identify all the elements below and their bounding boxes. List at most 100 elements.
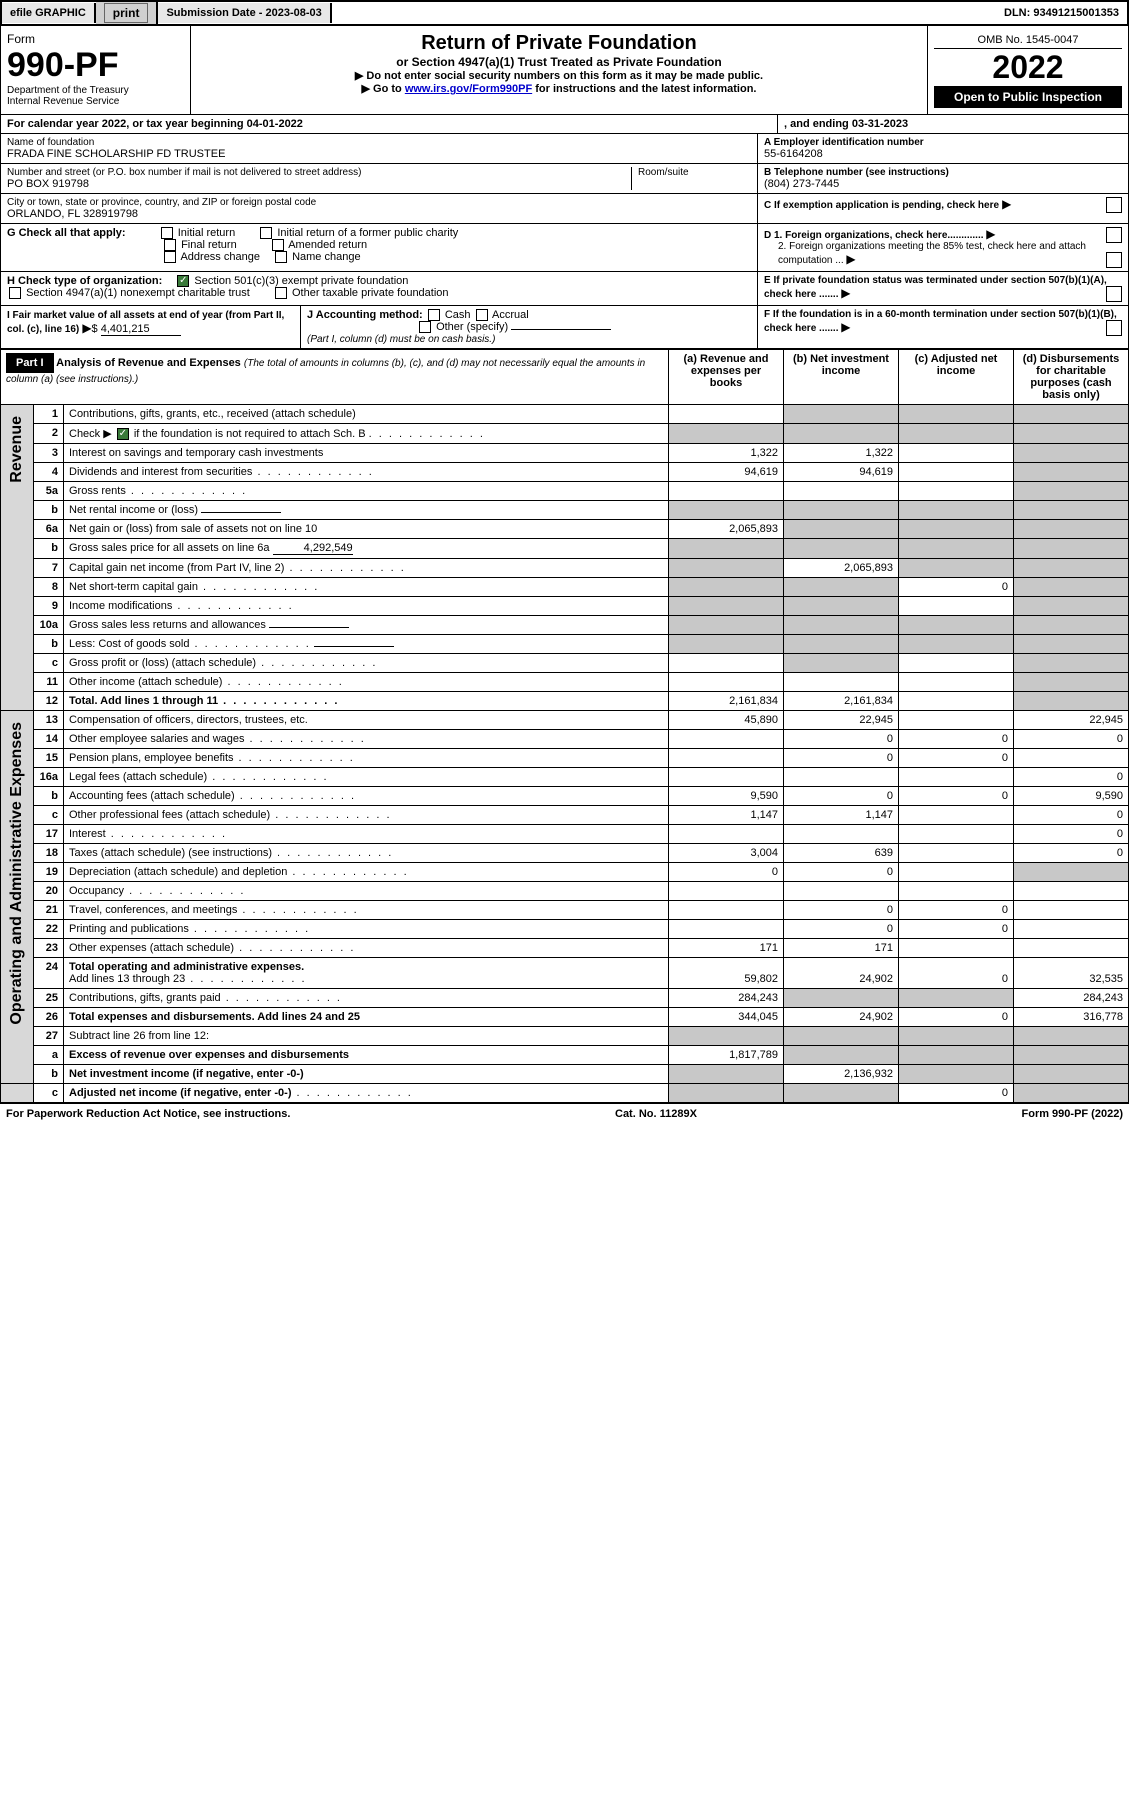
tax-year: 2022 [934,49,1122,86]
cell: 0 [899,1008,1014,1027]
instr-goto: ▶ Go to www.irs.gov/Form990PF for instru… [197,82,921,95]
addr-cell: Number and street (or P.O. box number if… [1,164,758,193]
open-public: Open to Public Inspection [934,86,1122,108]
table-row: 27Subtract line 26 from line 12: [1,1027,1129,1046]
cell [669,635,784,654]
cell [784,501,899,520]
part1-table: Part I Analysis of Revenue and Expenses … [0,349,1129,1103]
print-button[interactable]: print [96,2,159,24]
cell: 0 [669,863,784,882]
d2-checkbox[interactable] [1106,252,1122,268]
cell [784,405,899,424]
cell [669,559,784,578]
row-num: 10a [34,616,64,635]
sch-b-checkbox[interactable] [117,428,129,440]
cell [784,825,899,844]
d1-checkbox[interactable] [1106,227,1122,243]
4947-checkbox[interactable] [9,287,21,299]
cell: 2,065,893 [669,520,784,539]
cash-checkbox[interactable] [428,309,440,321]
footer-right: Form 990-PF (2022) [1022,1108,1123,1120]
row-num: 25 [34,989,64,1008]
blank-line [269,627,349,628]
row-num: 5a [34,482,64,501]
table-row: 7Capital gain net income (from Part IV, … [1,559,1129,578]
cell: 0 [784,787,899,806]
calendar-ending: , and ending 03-31-2023 [778,115,1128,133]
cell [1014,597,1129,616]
cell [1014,635,1129,654]
desc-text: Income modifications [69,600,172,612]
cell [1014,463,1129,482]
cell [899,1046,1014,1065]
cell [669,482,784,501]
row-desc: Depreciation (attach schedule) and deple… [64,863,669,882]
initial-return-checkbox[interactable] [161,227,173,239]
table-row: 15Pension plans, employee benefits00 [1,749,1129,768]
addr-change-checkbox[interactable] [164,251,176,263]
cell [669,1027,784,1046]
cell [899,424,1014,444]
cell [1014,901,1129,920]
row-desc: Gross rents [64,482,669,501]
table-row: bNet rental income or (loss) [1,501,1129,520]
col-c-header: (c) Adjusted net income [899,350,1014,405]
dots [222,676,343,688]
cell [669,597,784,616]
row-desc: Interest [64,825,669,844]
row-num: 20 [34,882,64,901]
501c3-checkbox[interactable] [177,275,189,287]
row-num: 21 [34,901,64,920]
cell [784,578,899,597]
other-method-checkbox[interactable] [419,321,431,333]
dln: DLN: 93491215001353 [996,3,1127,23]
cell: 639 [784,844,899,863]
cell [1014,692,1129,711]
row-num: 12 [34,692,64,711]
i-cell: I Fair market value of all assets at end… [1,306,301,348]
name-label: Name of foundation [7,137,751,148]
table-row: 18Taxes (attach schedule) (see instructi… [1,844,1129,863]
cell [1014,882,1129,901]
accrual-checkbox[interactable] [476,309,488,321]
cell [1014,616,1129,635]
f-checkbox[interactable] [1106,320,1122,336]
cell [1014,654,1129,673]
instr-post: for instructions and the latest informat… [535,83,756,95]
cell [669,749,784,768]
cell [669,920,784,939]
omb-number: OMB No. 1545-0047 [934,32,1122,49]
desc-text: Adjusted net income (if negative, enter … [69,1087,291,1099]
row-desc: Gross sales less returns and allowances [64,616,669,635]
initial-former-checkbox[interactable] [260,227,272,239]
irs-label: Internal Revenue Service [7,96,184,107]
row-desc: Legal fees (attach schedule) [64,768,669,787]
cell [669,405,784,424]
city-cell: City or town, state or province, country… [1,194,758,223]
final-return-checkbox[interactable] [164,239,176,251]
cell: 0 [1014,768,1129,787]
cell: 2,161,834 [784,692,899,711]
amended-label: Amended return [288,239,367,251]
amended-checkbox[interactable] [272,239,284,251]
row-desc: Travel, conferences, and meetings [64,901,669,920]
name-change-checkbox[interactable] [275,251,287,263]
other-taxable-checkbox[interactable] [275,287,287,299]
cell [1014,520,1129,539]
pending-checkbox[interactable] [1106,197,1122,213]
cell [669,1084,784,1103]
form990pf-link[interactable]: www.irs.gov/Form990PF [405,83,532,95]
g-cell: G Check all that apply: Initial return I… [1,224,758,271]
form-subtitle: or Section 4947(a)(1) Trust Treated as P… [197,55,921,69]
cash-label: Cash [445,309,471,321]
blank-line [201,512,281,513]
dots [124,885,245,897]
addr-phone-row: Number and street (or P.O. box number if… [0,164,1129,194]
i-value: 4,401,215 [101,323,181,336]
row-num: 19 [34,863,64,882]
e-checkbox[interactable] [1106,286,1122,302]
cell: 1,147 [784,806,899,825]
row-desc: Income modifications [64,597,669,616]
desc-text: Legal fees (attach schedule) [69,771,207,783]
cell [899,673,1014,692]
